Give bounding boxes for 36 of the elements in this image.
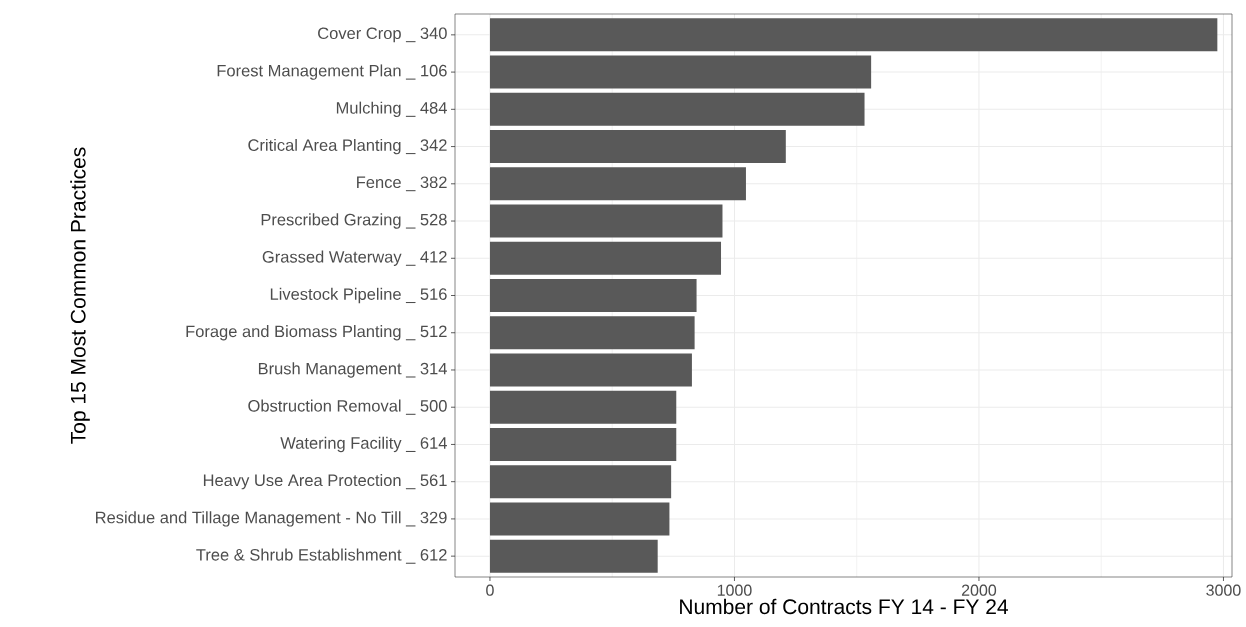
bar xyxy=(489,390,677,424)
x-tick-label: 3000 xyxy=(1206,584,1241,596)
y-tick-label: Residue and Tillage Management - No Till _ 329 xyxy=(96,511,447,527)
y-tick-label: Livestock Pipeline _ 516 xyxy=(270,287,447,304)
x-tick-label: 1000 xyxy=(717,584,752,596)
y-tick-label: Mulching _ 484 xyxy=(336,101,447,118)
y-tick-label: Heavy Use Area Protection _ 561 xyxy=(203,474,447,490)
y-tick-label: Brush Management _ 314 xyxy=(258,362,447,378)
bar xyxy=(489,465,672,499)
y-tick-label: Fence _ 382 xyxy=(357,176,447,192)
y-tick-label: Grassed Waterway _ 412 xyxy=(262,250,447,266)
x-tick-label: 0 xyxy=(486,584,494,596)
y-tick-label: Forage and Biomass Planting _ 512 xyxy=(186,325,447,341)
bar xyxy=(489,502,670,536)
bar xyxy=(489,539,658,573)
y-tick-label: Cover Crop _ 340 xyxy=(318,27,447,43)
bar xyxy=(489,427,677,461)
bar xyxy=(489,167,746,201)
bar xyxy=(489,316,695,350)
bar xyxy=(489,92,865,126)
bar xyxy=(489,353,692,387)
x-axis-title: Number of Contracts FY 14 - FY 24 xyxy=(680,598,1008,615)
y-tick-label: Watering Facility _ 614 xyxy=(280,436,447,453)
bar xyxy=(489,18,1218,52)
y-tick-label: Obstruction Removal _ 500 xyxy=(248,399,447,415)
bar xyxy=(489,241,722,275)
bar xyxy=(489,55,872,89)
y-tick-label: Critical Area Planting _ 342 xyxy=(248,138,447,155)
y-axis-title: Top 15 Most Common Practices xyxy=(70,147,90,444)
y-tick-label: Tree & Shrub Establishment _ 612 xyxy=(196,548,447,564)
bar xyxy=(489,130,786,164)
x-tick-label: 2000 xyxy=(961,584,997,596)
bar xyxy=(489,204,723,238)
y-tick-label: Prescribed Grazing _ 528 xyxy=(261,213,447,229)
bar xyxy=(489,279,697,312)
y-tick-label: Forest Management Plan _ 106 xyxy=(217,64,447,80)
